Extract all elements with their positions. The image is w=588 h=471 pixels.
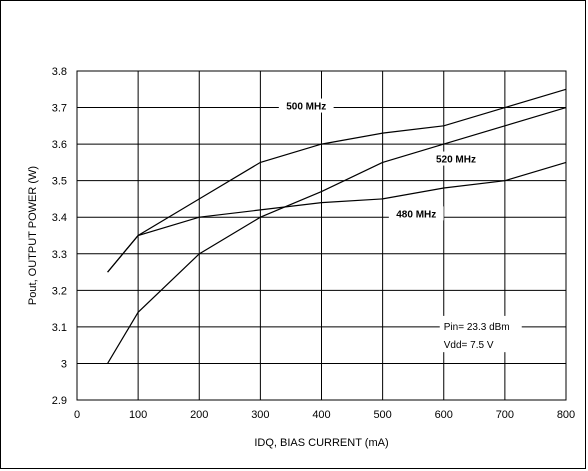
- y-tick-label: 3.5: [52, 176, 67, 188]
- y-tick-label: 3.2: [52, 285, 67, 297]
- annotation-text: Pin= 23.3 dBm: [444, 322, 510, 333]
- series-label-bg: [388, 206, 444, 221]
- x-tick-label: 600: [435, 409, 453, 421]
- series-line-500-mhz: [107, 88, 567, 273]
- x-tick-label: 300: [251, 409, 269, 421]
- x-tick-label: 200: [190, 409, 208, 421]
- x-tick-label: 800: [557, 409, 575, 421]
- y-tick-label: 3.3: [52, 249, 67, 261]
- y-axis-label: Pout, OUTPUT POWER (W): [27, 166, 39, 305]
- series-lines: [107, 88, 567, 364]
- annotations: Pin= 23.3 dBm Vdd= 7.5 V: [439, 315, 522, 353]
- x-tick-label: 500: [373, 409, 391, 421]
- series-line-480-mhz: [107, 161, 567, 273]
- series-label: 480 MHz: [396, 209, 436, 220]
- annotation-bg: [439, 315, 522, 353]
- y-tick-label: 3.7: [52, 103, 67, 115]
- series-label: 520 MHz: [436, 155, 476, 166]
- x-axis-label: IDQ, BIAS CURRENT (mA): [254, 437, 388, 449]
- plot-border: [76, 70, 567, 401]
- y-tick-labels: 2.9 3 3.1 3.2 3.3 3.4 3.5 3.6 3.7 3.8: [52, 66, 67, 407]
- series-labels: 500 MHz 520 MHz 480 MHz: [278, 98, 484, 221]
- x-tick-label: 700: [496, 409, 514, 421]
- series-label: 500 MHz: [286, 102, 326, 113]
- series-label-bg: [428, 151, 484, 166]
- series-line-520-mhz: [107, 107, 567, 364]
- x-tick-label: 0: [74, 409, 80, 421]
- y-tick-label: 2.9: [52, 395, 67, 407]
- y-tick-label: 3.8: [52, 66, 67, 78]
- y-tick-label: 3.4: [52, 212, 67, 224]
- y-tick-label: 3.6: [52, 139, 67, 151]
- y-tick-label: 3: [61, 358, 67, 370]
- y-tick-label: 3.1: [52, 322, 67, 334]
- x-tick-label: 100: [129, 409, 147, 421]
- series-label-bg: [278, 98, 334, 113]
- x-tick-labels: 0 100 200 300 400 500 600 700 800: [74, 409, 575, 421]
- x-tick-label: 400: [312, 409, 330, 421]
- annotation-text: Vdd= 7.5 V: [444, 340, 494, 351]
